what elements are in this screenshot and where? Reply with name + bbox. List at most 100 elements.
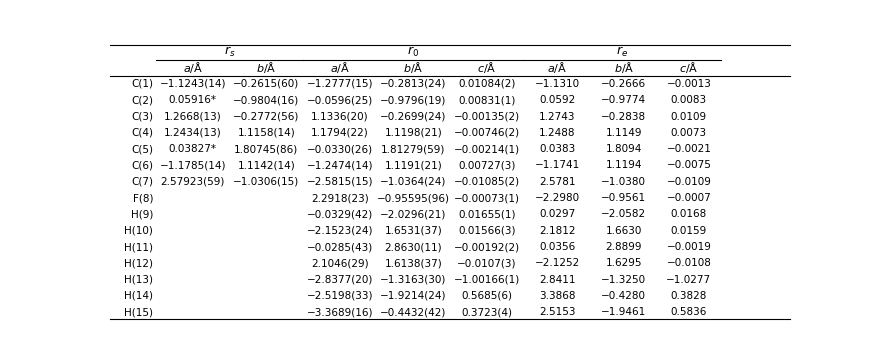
Text: −2.1252: −2.1252 [534, 258, 579, 268]
Text: −0.2699(24): −0.2699(24) [380, 112, 446, 122]
Text: −0.4432(42): −0.4432(42) [380, 307, 446, 317]
Text: C(7): C(7) [132, 177, 153, 187]
Text: −0.2813(24): −0.2813(24) [380, 79, 446, 89]
Text: −0.0013: −0.0013 [666, 79, 710, 89]
Text: C(1): C(1) [132, 79, 153, 89]
Text: −1.1785(14): −1.1785(14) [160, 161, 225, 171]
Text: H(10): H(10) [125, 226, 153, 236]
Text: 1.80745(86): 1.80745(86) [234, 144, 298, 154]
Text: 1.2434(13): 1.2434(13) [164, 128, 221, 138]
Text: −2.0582: −2.0582 [601, 210, 645, 219]
Text: $\mathbf{\mathit{r}}_{\mathbf{\mathit{s}}}$: $\mathbf{\mathit{r}}_{\mathbf{\mathit{s}… [224, 45, 235, 59]
Text: −0.9561: −0.9561 [601, 193, 645, 203]
Text: 0.01084(2): 0.01084(2) [458, 79, 515, 89]
Text: $\mathit{a}$/Å: $\mathit{a}$/Å [182, 60, 203, 76]
Text: 1.6138(37): 1.6138(37) [384, 258, 442, 268]
Text: H(12): H(12) [125, 258, 153, 268]
Text: 2.5781: 2.5781 [538, 177, 574, 187]
Text: 1.81279(59): 1.81279(59) [381, 144, 445, 154]
Text: 2.1812: 2.1812 [538, 226, 574, 236]
Text: −0.9796(19): −0.9796(19) [380, 95, 446, 105]
Text: 1.6630: 1.6630 [605, 226, 641, 236]
Text: 0.3828: 0.3828 [670, 291, 706, 301]
Text: 3.3868: 3.3868 [538, 291, 574, 301]
Text: $\mathit{c}$/Å: $\mathit{c}$/Å [678, 60, 698, 76]
Text: −0.2838: −0.2838 [601, 112, 645, 122]
Text: 0.5836: 0.5836 [670, 307, 706, 317]
Text: −1.2777(15): −1.2777(15) [306, 79, 373, 89]
Text: 1.1794(22): 1.1794(22) [310, 128, 368, 138]
Text: 1.1149: 1.1149 [605, 128, 641, 138]
Text: 0.03827*: 0.03827* [168, 144, 217, 154]
Text: 1.1142(14): 1.1142(14) [237, 161, 295, 171]
Text: −1.1310: −1.1310 [534, 79, 579, 89]
Text: −2.8377(20): −2.8377(20) [306, 275, 373, 285]
Text: −1.3250: −1.3250 [601, 275, 645, 285]
Text: C(3): C(3) [132, 112, 153, 122]
Text: 1.6531(37): 1.6531(37) [384, 226, 442, 236]
Text: −1.0277: −1.0277 [666, 275, 710, 285]
Text: 0.0168: 0.0168 [670, 210, 706, 219]
Text: −0.2615(60): −0.2615(60) [233, 79, 299, 89]
Text: C(6): C(6) [132, 161, 153, 171]
Text: −0.2666: −0.2666 [601, 79, 645, 89]
Text: H(15): H(15) [125, 307, 153, 317]
Text: −0.4280: −0.4280 [601, 291, 645, 301]
Text: 0.0592: 0.0592 [538, 95, 574, 105]
Text: 0.0356: 0.0356 [538, 242, 574, 252]
Text: −3.3689(16): −3.3689(16) [306, 307, 373, 317]
Text: 0.05916*: 0.05916* [168, 95, 217, 105]
Text: 2.5153: 2.5153 [538, 307, 574, 317]
Text: −0.0596(25): −0.0596(25) [306, 95, 373, 105]
Text: $\mathit{a}$/Å: $\mathit{a}$/Å [546, 60, 567, 76]
Text: −2.5815(15): −2.5815(15) [306, 177, 373, 187]
Text: 1.1158(14): 1.1158(14) [237, 128, 295, 138]
Text: −0.0108: −0.0108 [666, 258, 710, 268]
Text: C(5): C(5) [132, 144, 153, 154]
Text: 1.2668(13): 1.2668(13) [164, 112, 221, 122]
Text: C(4): C(4) [132, 128, 153, 138]
Text: 2.8630(11): 2.8630(11) [384, 242, 441, 252]
Text: −0.0109: −0.0109 [666, 177, 710, 187]
Text: −1.1741: −1.1741 [534, 161, 579, 171]
Text: −0.00135(2): −0.00135(2) [453, 112, 519, 122]
Text: −2.0296(21): −2.0296(21) [380, 210, 446, 219]
Text: 0.0073: 0.0073 [670, 128, 706, 138]
Text: −1.9461: −1.9461 [601, 307, 645, 317]
Text: −1.3163(30): −1.3163(30) [380, 275, 446, 285]
Text: 0.01655(1): 0.01655(1) [458, 210, 515, 219]
Text: −1.1243(14): −1.1243(14) [160, 79, 225, 89]
Text: C(2): C(2) [132, 95, 153, 105]
Text: −1.00166(1): −1.00166(1) [453, 275, 519, 285]
Text: −0.0330(26): −0.0330(26) [306, 144, 373, 154]
Text: −1.0380: −1.0380 [601, 177, 645, 187]
Text: −0.9774: −0.9774 [601, 95, 645, 105]
Text: 1.1198(21): 1.1198(21) [384, 128, 442, 138]
Text: −0.0019: −0.0019 [666, 242, 710, 252]
Text: F(8): F(8) [132, 193, 153, 203]
Text: −0.00746(2): −0.00746(2) [453, 128, 519, 138]
Text: −1.0364(24): −1.0364(24) [380, 177, 446, 187]
Text: H(13): H(13) [125, 275, 153, 285]
Text: −0.2772(56): −0.2772(56) [232, 112, 299, 122]
Text: $\mathbf{\mathit{r}}_{\mathbf{\mathit{0}}}$: $\mathbf{\mathit{r}}_{\mathbf{\mathit{0}… [407, 45, 419, 59]
Text: −0.0075: −0.0075 [666, 161, 710, 171]
Text: −0.0107(3): −0.0107(3) [456, 258, 516, 268]
Text: −1.0306(15): −1.0306(15) [233, 177, 299, 187]
Text: 0.00831(1): 0.00831(1) [458, 95, 515, 105]
Text: 2.8899: 2.8899 [605, 242, 641, 252]
Text: −1.2474(14): −1.2474(14) [306, 161, 373, 171]
Text: H(14): H(14) [125, 291, 153, 301]
Text: 1.1194: 1.1194 [605, 161, 641, 171]
Text: 1.1191(21): 1.1191(21) [384, 161, 442, 171]
Text: −2.1523(24): −2.1523(24) [306, 226, 373, 236]
Text: −0.0021: −0.0021 [666, 144, 710, 154]
Text: 1.1336(20): 1.1336(20) [310, 112, 368, 122]
Text: −0.95595(96): −0.95595(96) [376, 193, 449, 203]
Text: 0.3723(4): 0.3723(4) [460, 307, 511, 317]
Text: H(11): H(11) [125, 242, 153, 252]
Text: −1.9214(24): −1.9214(24) [380, 291, 446, 301]
Text: $\mathit{b}$/Å: $\mathit{b}$/Å [613, 60, 633, 76]
Text: $\mathit{a}$/Å: $\mathit{a}$/Å [329, 60, 349, 76]
Text: −0.9804(16): −0.9804(16) [233, 95, 299, 105]
